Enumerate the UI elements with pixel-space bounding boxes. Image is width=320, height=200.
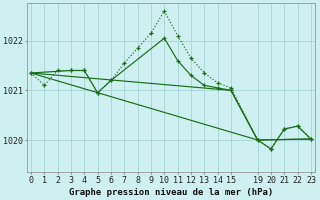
X-axis label: Graphe pression niveau de la mer (hPa): Graphe pression niveau de la mer (hPa) xyxy=(69,188,273,197)
